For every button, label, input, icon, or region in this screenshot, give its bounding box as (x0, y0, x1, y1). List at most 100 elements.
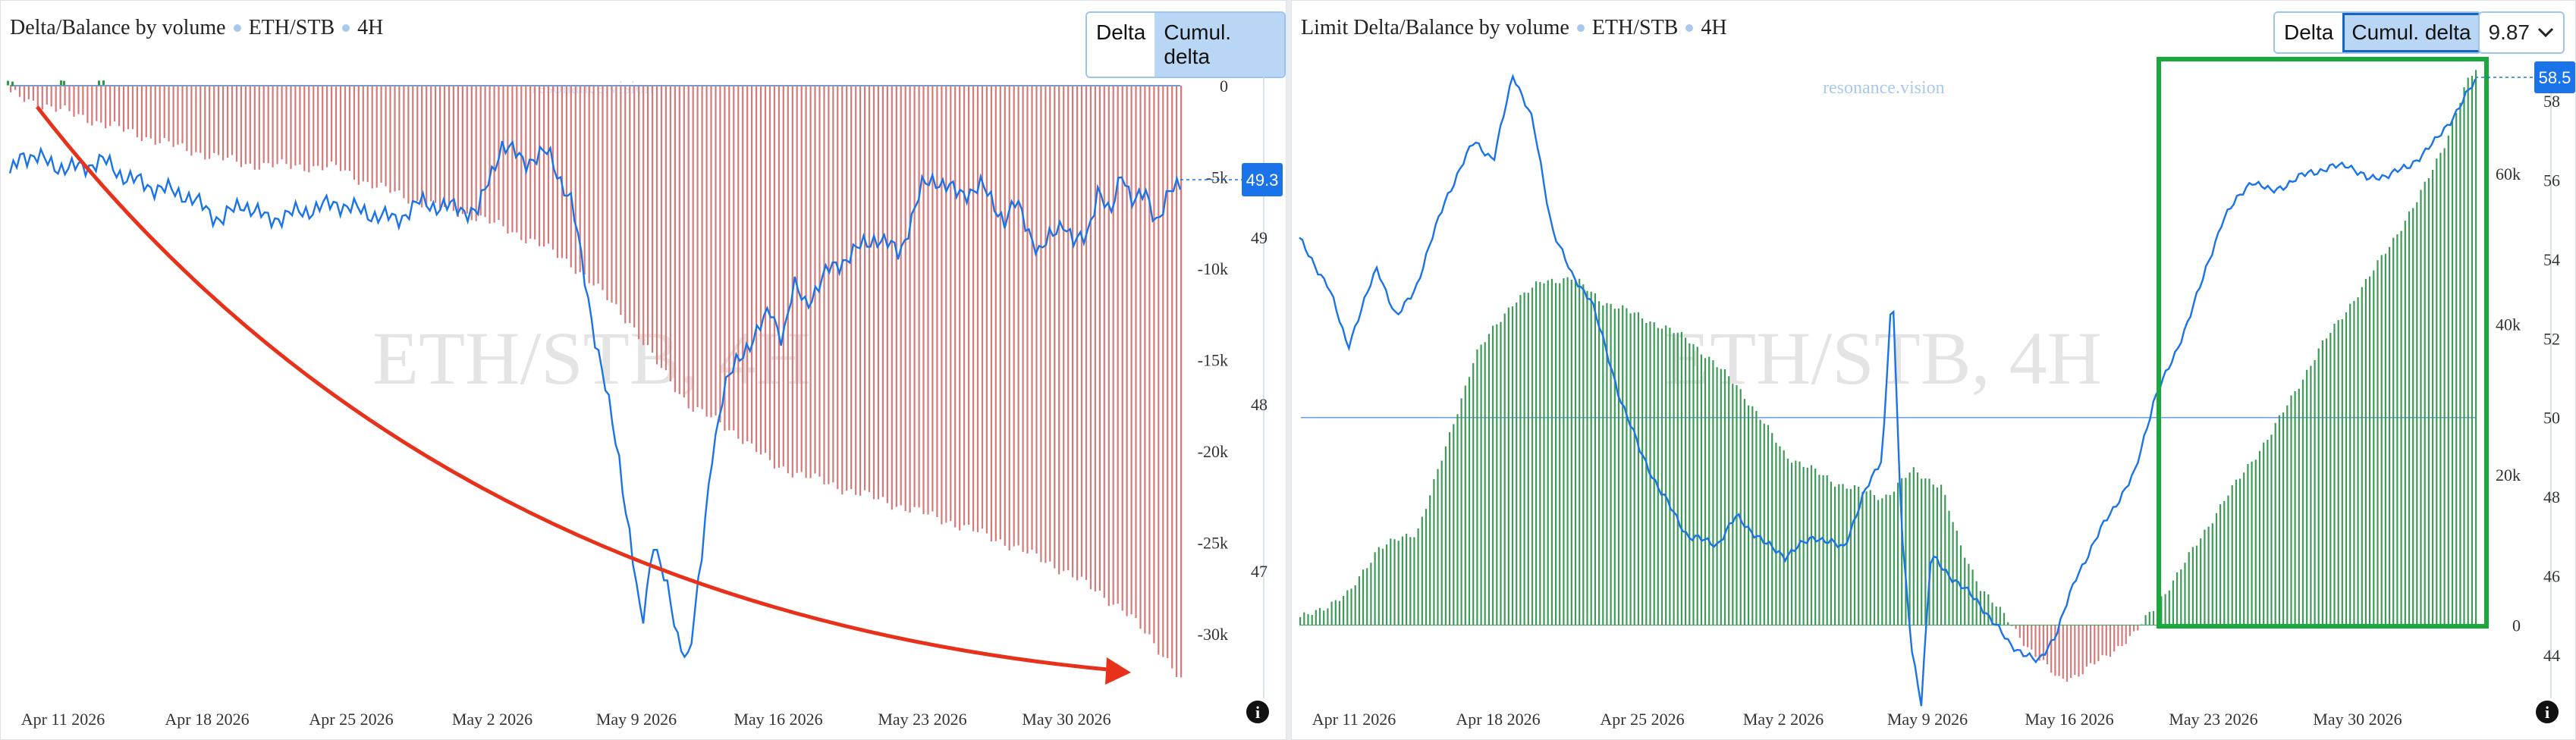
positive-delta-bar (1496, 324, 1498, 626)
right-delta-button[interactable]: Delta (2275, 13, 2343, 52)
delta-bar (547, 86, 550, 244)
delta-bar (416, 86, 419, 202)
positive-delta-bar (1916, 472, 1919, 626)
delta-bar (972, 86, 975, 531)
negative-delta-bar (2105, 625, 2107, 656)
left-axes: 0 -5k -10k -15k -20k -25k -30k 49 48 47 (1198, 77, 1268, 698)
delta-bar (258, 86, 260, 170)
delta-bar (1072, 86, 1074, 578)
left-mode-toggle: Delta Cumul. delta (1085, 11, 1286, 78)
negative-delta-bar (2038, 625, 2040, 661)
positive-delta-bar (1417, 528, 1419, 626)
left-info-icon[interactable]: i (1246, 701, 1269, 723)
delta-bar (313, 86, 315, 167)
delta-bar (592, 86, 595, 286)
delta-bar (362, 86, 364, 182)
zoom-select[interactable]: 9.87 (2477, 11, 2565, 54)
left-watermark: ETH/STB, 4H (372, 316, 811, 400)
delta-bar (818, 86, 821, 477)
delta-bar (290, 86, 292, 169)
positive-delta-bar (1338, 600, 1340, 626)
positive-delta-bar (2195, 545, 2198, 626)
right-price-axis-tick: 54 (2543, 250, 2560, 269)
right-delta-axis-tick: 40k (2496, 315, 2521, 334)
delta-bar (452, 86, 454, 212)
positive-delta-bar (2357, 297, 2359, 626)
delta-bar (18, 86, 21, 97)
delta-bar (1045, 86, 1047, 563)
delta-bar (791, 86, 793, 478)
positive-delta-bar (2475, 70, 2477, 626)
delta-bar (787, 86, 789, 474)
delta-bar (109, 86, 112, 127)
delta-bar (1022, 86, 1024, 552)
positive-delta-bar (1323, 610, 1325, 626)
positive-delta-bar (1723, 369, 1726, 626)
left-delta-button[interactable]: Delta (1087, 13, 1155, 77)
positive-delta-bar (1433, 478, 1435, 626)
positive-delta-bar (1440, 460, 1443, 626)
left-price-axis-tick: 48 (1251, 395, 1268, 414)
delta-bar (177, 86, 179, 145)
delta-bar (837, 86, 839, 490)
delta-bar (294, 86, 297, 166)
positive-delta-bar (1617, 309, 1620, 626)
right-info-icon[interactable]: i (2536, 701, 2559, 723)
delta-bar (1013, 86, 1015, 547)
positive-delta-bar (1755, 411, 1758, 626)
positive-delta-bar (2294, 391, 2296, 626)
positive-delta-bar (2298, 388, 2300, 626)
delta-bar (539, 86, 541, 246)
positive-delta-bar (2420, 190, 2422, 626)
positive-delta-bar (2436, 158, 2438, 626)
positive-delta-bar (2282, 412, 2285, 626)
positive-delta-bar (2310, 365, 2312, 626)
positive-delta-bar (1547, 280, 1549, 626)
left-cumul-delta-button[interactable]: Cumul. delta (1154, 13, 1284, 77)
negative-delta-bar (2058, 625, 2060, 676)
positive-delta-bar (1680, 331, 1682, 626)
positive-delta-bar (1386, 544, 1388, 626)
right-cumul-delta-button[interactable]: Cumul. delta (2342, 13, 2480, 52)
delta-bar (1008, 86, 1010, 550)
delta-bar (276, 86, 278, 165)
positive-delta-bar (1834, 486, 1836, 626)
positive-delta-bar (2184, 563, 2186, 626)
delta-bar (131, 86, 134, 130)
positive-delta-bar (1810, 465, 1813, 626)
delta-bar (380, 86, 382, 183)
delta-bar (841, 86, 843, 495)
positive-delta-bar (2290, 395, 2292, 626)
right-price-axis-tick: 48 (2543, 488, 2560, 506)
delta-bar (999, 86, 1001, 540)
positive-delta-bar (1802, 466, 1805, 626)
delta-bar (1139, 86, 1142, 629)
delta-bar (244, 86, 247, 165)
delta-bar (1076, 86, 1079, 581)
negative-delta-bar (2101, 625, 2103, 656)
positive-delta-bar (1889, 494, 1891, 626)
positive-delta-bar (1928, 478, 1930, 626)
delta-bar (782, 86, 784, 467)
delta-bar (746, 86, 749, 441)
positive-delta-bar (1539, 282, 1541, 626)
right-price-axis-tick: 46 (2543, 566, 2560, 585)
positive-delta-bar (1527, 293, 1529, 626)
delta-bar (985, 86, 988, 534)
left-x-tick: May 16 2026 (734, 710, 822, 729)
positive-delta-bar (1873, 495, 1876, 626)
delta-bar (195, 86, 197, 152)
right-price-axis-tick: 44 (2543, 646, 2560, 665)
positive-delta-bar (1660, 328, 1663, 626)
positive-delta-bar (1786, 458, 1789, 626)
left-delta-axis-tick: 0 (1220, 77, 1228, 96)
info-icon-bg (2536, 701, 2559, 723)
left-x-axis: Apr 11 2026 Apr 18 2026 Apr 25 2026 May 2 2… (21, 710, 1111, 729)
positive-delta-bar (2211, 523, 2213, 626)
positive-delta-bar (1838, 484, 1840, 626)
positive-delta-bar (1566, 277, 1569, 626)
left-price-line (8, 140, 1182, 659)
delta-bar (574, 86, 576, 274)
positive-delta-bar (1350, 588, 1352, 626)
positive-delta-bar (1748, 405, 1750, 626)
